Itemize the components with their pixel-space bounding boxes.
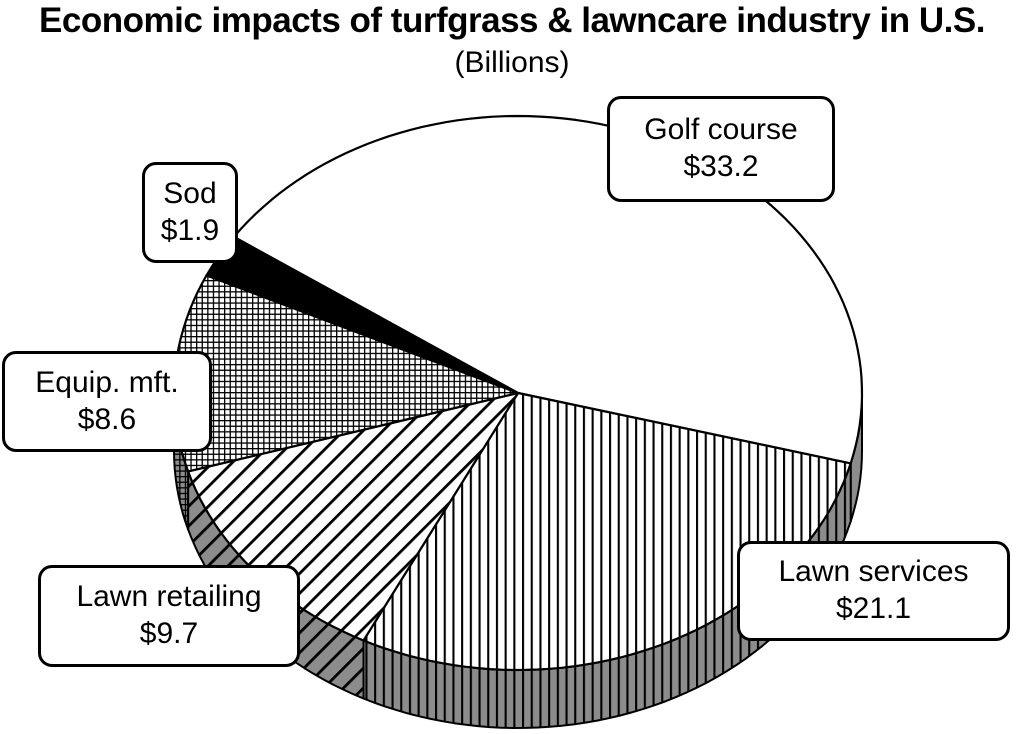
chart-subtitle: (Billions)	[454, 46, 570, 79]
segment-name: Sod	[163, 176, 217, 210]
segment-value: $9.7	[139, 617, 199, 650]
segment-name: Equip. mft.	[35, 365, 179, 399]
segment-name: Lawn retailing	[76, 580, 262, 614]
segment-value: $8.6	[77, 402, 137, 436]
label-box-golf-course: Golf course $33.2	[607, 96, 835, 202]
segment-value: $1.9	[160, 213, 220, 247]
label-box-sod: Sod $1.9	[142, 162, 238, 263]
pie-slice-lawn-services	[362, 391, 852, 672]
segment-name: Lawn services	[778, 555, 969, 589]
chart-title: Economic impacts of turfgrass & lawncare…	[39, 1, 985, 40]
label-box-lawn-services: Lawn services $21.1	[737, 541, 1010, 641]
segment-name: Golf course	[644, 113, 798, 147]
label-box-equip-mft: Equip. mft. $8.6	[2, 351, 212, 452]
label-box-lawn-retailing: Lawn retailing $9.7	[38, 565, 300, 667]
segment-value: $21.1	[835, 592, 912, 625]
segment-value: $33.2	[683, 150, 759, 183]
